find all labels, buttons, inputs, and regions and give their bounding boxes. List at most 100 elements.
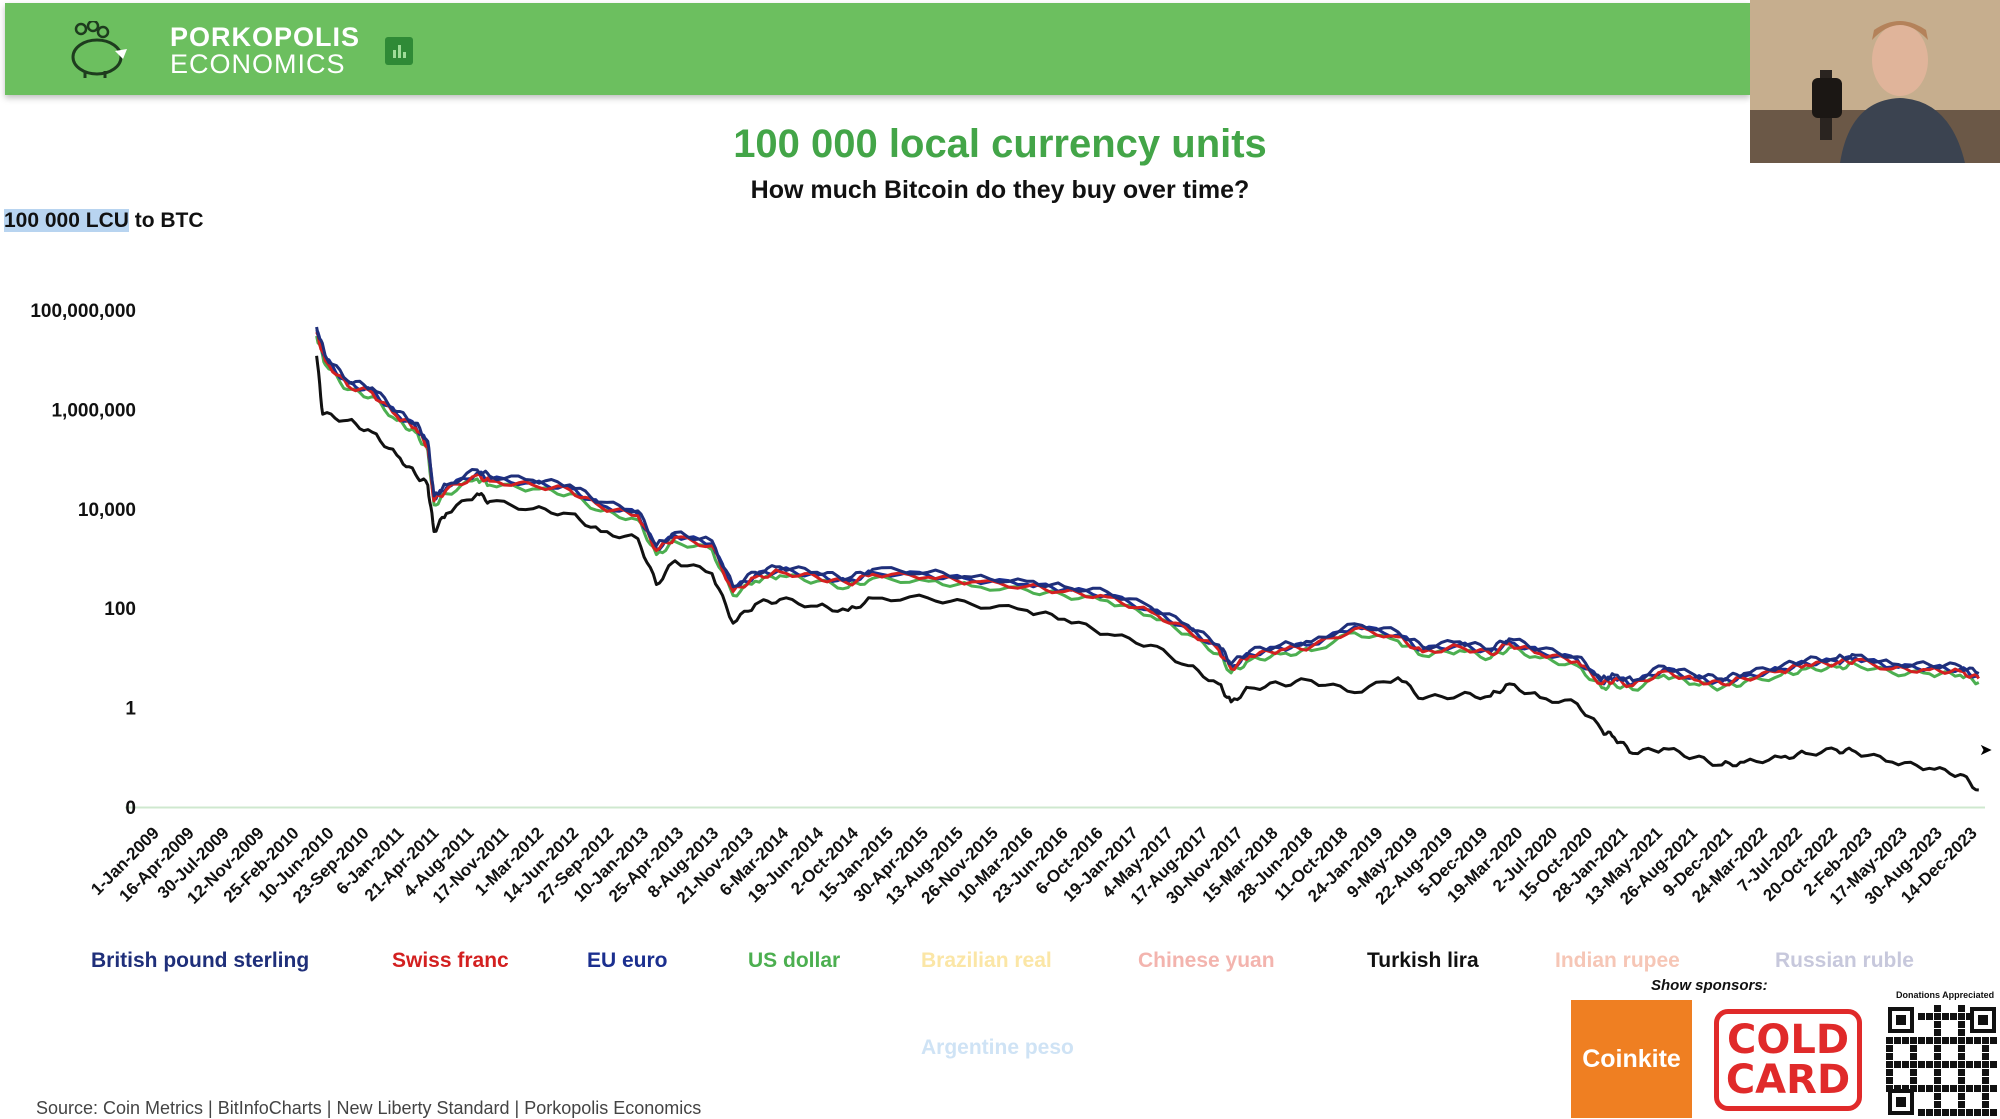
qr-module	[1966, 1109, 1973, 1116]
qr-module	[1942, 1085, 1949, 1092]
qr-module	[1942, 1037, 1949, 1044]
qr-module	[1934, 1021, 1941, 1028]
chart-subtitle: How much Bitcoin do they buy over time?	[750, 176, 1250, 204]
qr-module	[1966, 1061, 1973, 1068]
qr-module	[1910, 1061, 1917, 1068]
legend-item-swiss-franc[interactable]: Swiss franc	[392, 949, 509, 972]
qr-module	[1902, 1037, 1909, 1044]
qr-module	[1934, 1013, 1941, 1020]
qr-module	[1982, 1053, 1989, 1060]
qr-module	[1918, 1061, 1925, 1068]
qr-module	[1886, 1037, 1893, 1044]
qr-module	[1926, 1085, 1933, 1092]
qr-module	[1934, 1085, 1941, 1092]
qr-module	[1958, 1021, 1965, 1028]
brand-name: PORKOPOLIS	[170, 22, 361, 52]
qr-module	[1942, 1061, 1949, 1068]
qr-module	[1958, 1061, 1965, 1068]
qr-module	[1982, 1069, 1989, 1076]
y-tick-label: 100	[104, 599, 136, 620]
coldcard-line2: CARD	[1725, 1057, 1851, 1103]
donations-label: Donations Appreciated	[1896, 990, 1995, 1000]
qr-module	[1934, 1109, 1941, 1116]
source-note: Source: Coin Metrics | BitInfoCharts | N…	[36, 1098, 702, 1118]
qr-module	[1896, 1015, 1906, 1025]
qr-module	[1926, 1037, 1933, 1044]
qr-module	[1958, 1005, 1965, 1012]
qr-module	[1918, 1085, 1925, 1092]
cursor-icon: ➤	[1979, 742, 1993, 759]
qr-module	[1934, 1045, 1941, 1052]
coldcard-logo[interactable]: COLD CARD	[1714, 1009, 1862, 1111]
qr-module	[1958, 1013, 1965, 1020]
qr-module	[1958, 1085, 1965, 1092]
qr-module	[1982, 1101, 1989, 1108]
legend-item-eu-euro[interactable]: EU euro	[587, 949, 668, 972]
y-axis-label-highlight: 100 000 LCU	[4, 209, 129, 232]
legend-item-chinese-yuan[interactable]: Chinese yuan	[1138, 949, 1275, 972]
qr-module	[1974, 1085, 1981, 1092]
qr-module	[1982, 1093, 1989, 1100]
qr-module	[1926, 1013, 1933, 1020]
qr-module	[1934, 1093, 1941, 1100]
qr-module	[1990, 1109, 1997, 1116]
qr-module	[1966, 1085, 1973, 1092]
qr-module	[1918, 1109, 1925, 1116]
qr-module	[1910, 1037, 1917, 1044]
qr-module	[1918, 1013, 1925, 1020]
line-chart: 100,000,0001,000,00010,000100101-Jan-200…	[30, 301, 1985, 908]
bar-chart-icon[interactable]	[385, 37, 413, 65]
series-line-eu-euro	[315, 329, 1979, 687]
pig-logo-icon[interactable]	[67, 21, 129, 79]
qr-module	[1934, 1005, 1941, 1012]
qr-module	[1966, 1013, 1973, 1020]
qr-module	[1982, 1085, 1989, 1092]
qr-module	[1934, 1061, 1941, 1068]
legend-item-argentine-peso[interactable]: Argentine peso	[921, 1036, 1074, 1059]
qr-module	[1958, 1045, 1965, 1052]
qr-module	[1886, 1085, 1893, 1092]
qr-module	[1910, 1053, 1917, 1060]
legend-item-russian-ruble[interactable]: Russian ruble	[1775, 949, 1914, 972]
qr-module	[1910, 1085, 1917, 1092]
qr-module	[1894, 1037, 1901, 1044]
brand-subtitle: ECONOMICS	[170, 49, 346, 79]
qr-module	[1886, 1061, 1893, 1068]
qr-module	[1974, 1061, 1981, 1068]
qr-module	[1990, 1085, 1997, 1092]
qr-module	[1958, 1093, 1965, 1100]
qr-module	[1958, 1101, 1965, 1108]
qr-module	[1886, 1045, 1893, 1052]
y-tick-label: 100,000,000	[30, 301, 136, 322]
qr-code-icon[interactable]	[1886, 1005, 1998, 1117]
legend-item-british-pound-sterling[interactable]: British pound sterling	[91, 949, 310, 972]
qr-module	[1886, 1053, 1893, 1060]
qr-module	[1934, 1029, 1941, 1036]
qr-module	[1942, 1013, 1949, 1020]
qr-module	[1950, 1109, 1957, 1116]
coldcard-line1: COLD	[1726, 1017, 1850, 1063]
qr-module	[1958, 1029, 1965, 1036]
qr-module	[1902, 1061, 1909, 1068]
legend-item-turkish-lira[interactable]: Turkish lira	[1367, 949, 1479, 972]
qr-module	[1950, 1037, 1957, 1044]
qr-module	[1958, 1109, 1965, 1116]
qr-module	[1966, 1037, 1973, 1044]
qr-module	[1974, 1109, 1981, 1116]
qr-module	[1958, 1069, 1965, 1076]
legend-item-brazilian-real[interactable]: Brazilian real	[921, 949, 1052, 972]
qr-module	[1886, 1069, 1893, 1076]
legend-item-indian-rupee[interactable]: Indian rupee	[1555, 949, 1680, 972]
series-line-swiss-franc	[315, 331, 1980, 689]
coinkite-logo[interactable]: Coinkite	[1571, 1000, 1692, 1118]
qr-module	[1982, 1045, 1989, 1052]
qr-module	[1982, 1037, 1989, 1044]
legend-item-us-dollar[interactable]: US dollar	[748, 949, 841, 972]
header-bar: PORKOPOLIS ECONOMICS	[5, 3, 1750, 95]
qr-module	[1958, 1037, 1965, 1044]
y-tick-label: 10,000	[78, 500, 136, 521]
qr-module	[1982, 1077, 1989, 1084]
y-axis-label-rest: to BTC	[128, 209, 204, 232]
y-tick-label: 1,000,000	[51, 400, 136, 421]
qr-module	[1990, 1061, 1997, 1068]
